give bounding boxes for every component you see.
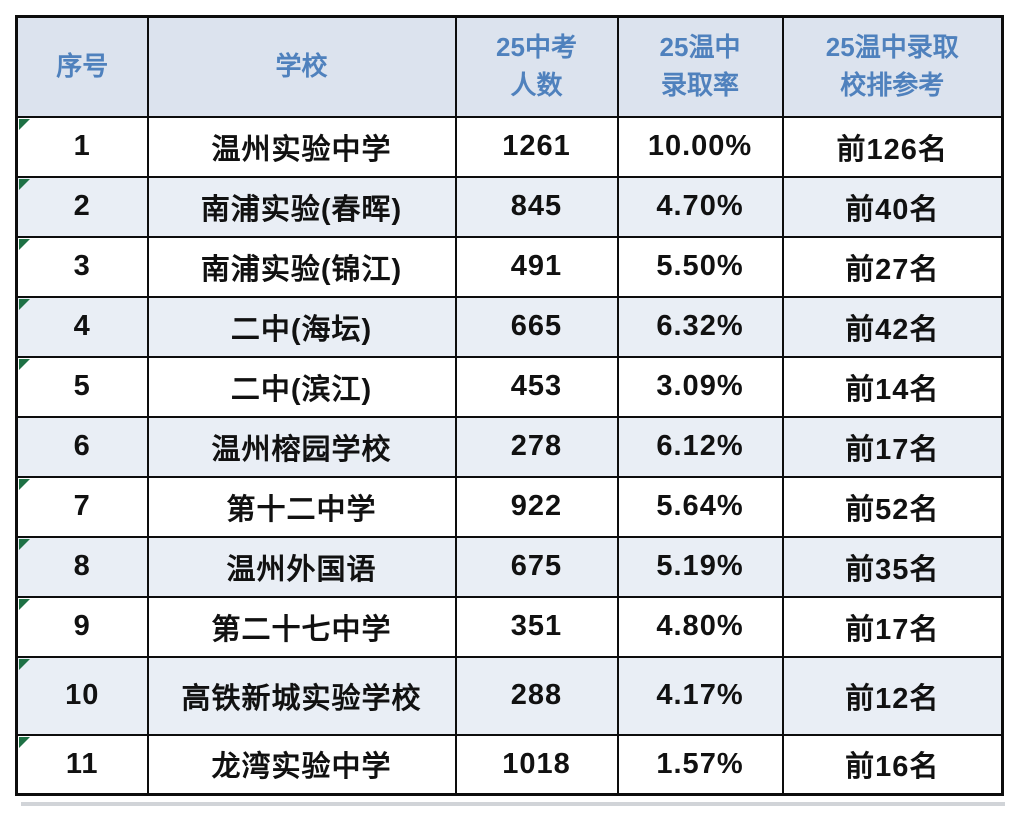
- rank-cell: 前12名: [781, 655, 1004, 736]
- school-cell: 温州实验中学: [146, 115, 457, 178]
- admission-rate-cell: 10.00%: [616, 115, 784, 178]
- row-index-cell: 7: [15, 475, 149, 538]
- table-row: 2 南浦实验(春晖) 845 4.70% 前40名: [15, 175, 1004, 238]
- row-index: 10: [65, 679, 100, 711]
- admission-rate-cell: 5.50%: [616, 235, 784, 298]
- admission-rate-cell: 5.64%: [616, 475, 784, 538]
- row-index-cell: 6: [15, 415, 149, 478]
- row-index-cell: 9: [15, 595, 149, 658]
- admission-rate-cell: 4.70%: [616, 175, 784, 238]
- admission-rate-cell: 6.12%: [616, 415, 784, 478]
- rank-cell: 前35名: [781, 535, 1004, 598]
- school-cell: 南浦实验(春晖): [146, 175, 457, 238]
- row-index: 6: [73, 430, 91, 462]
- row-index-cell: 5: [15, 355, 149, 418]
- school-cell: 第二十七中学: [146, 595, 457, 658]
- header-row: 序号 学校 25中考 人数 25温中 录取率 25温中录取 校排参考: [15, 15, 1004, 118]
- row-index-cell: 1: [15, 115, 149, 178]
- error-marker-icon: [19, 178, 30, 190]
- column-header-index: 序号: [15, 15, 149, 118]
- error-marker-icon: [19, 238, 30, 250]
- table-row: 5 二中(滨江) 453 3.09% 前14名: [15, 355, 1004, 418]
- rank-cell: 前126名: [781, 115, 1004, 178]
- exam-count-cell: 1018: [454, 733, 619, 796]
- exam-count-cell: 351: [454, 595, 619, 658]
- column-header-rank-reference: 25温中录取 校排参考: [781, 15, 1004, 118]
- exam-count-cell: 278: [454, 415, 619, 478]
- table-row: 8 温州外国语 675 5.19% 前35名: [15, 535, 1004, 598]
- rank-cell: 前17名: [781, 415, 1004, 478]
- row-index-cell: 2: [15, 175, 149, 238]
- rank-cell: 前42名: [781, 295, 1004, 358]
- row-index: 7: [73, 490, 91, 522]
- rank-cell: 前16名: [781, 733, 1004, 796]
- rank-cell: 前52名: [781, 475, 1004, 538]
- school-cell: 二中(海坛): [146, 295, 457, 358]
- school-cell: 龙湾实验中学: [146, 733, 457, 796]
- admission-rate-cell: 4.80%: [616, 595, 784, 658]
- row-index: 4: [73, 310, 91, 342]
- exam-count-cell: 288: [454, 655, 619, 736]
- exam-count-cell: 665: [454, 295, 619, 358]
- rank-cell: 前40名: [781, 175, 1004, 238]
- column-header-school: 学校: [146, 15, 457, 118]
- school-cell: 二中(滨江): [146, 355, 457, 418]
- table-bottom-shadow: [21, 802, 1005, 806]
- exam-count-cell: 922: [454, 475, 619, 538]
- admission-rate-cell: 4.17%: [616, 655, 784, 736]
- row-index: 5: [73, 370, 91, 402]
- row-index: 2: [73, 190, 91, 222]
- rank-cell: 前17名: [781, 595, 1004, 658]
- table-row: 1 温州实验中学 1261 10.00% 前126名: [15, 115, 1004, 178]
- table-row: 7 第十二中学 922 5.64% 前52名: [15, 475, 1004, 538]
- error-marker-icon: [19, 538, 30, 550]
- row-index: 8: [73, 550, 91, 582]
- column-header-exam-count: 25中考 人数: [454, 15, 619, 118]
- rank-cell: 前27名: [781, 235, 1004, 298]
- admission-rate-cell: 6.32%: [616, 295, 784, 358]
- row-index-cell: 10: [15, 655, 149, 736]
- admission-rate-cell: 1.57%: [616, 733, 784, 796]
- table-row: 4 二中(海坛) 665 6.32% 前42名: [15, 295, 1004, 358]
- error-marker-icon: [19, 736, 30, 748]
- exam-count-cell: 1261: [454, 115, 619, 178]
- school-cell: 高铁新城实验学校: [146, 655, 457, 736]
- row-index-cell: 4: [15, 295, 149, 358]
- row-index-cell: 3: [15, 235, 149, 298]
- table-row: 11 龙湾实验中学 1018 1.57% 前16名: [15, 733, 1004, 796]
- table-row: 3 南浦实验(锦江) 491 5.50% 前27名: [15, 235, 1004, 298]
- admission-rate-cell: 5.19%: [616, 535, 784, 598]
- table-row: 10 高铁新城实验学校 288 4.17% 前12名: [15, 655, 1004, 736]
- school-cell: 第十二中学: [146, 475, 457, 538]
- error-marker-icon: [19, 478, 30, 490]
- school-cell: 南浦实验(锦江): [146, 235, 457, 298]
- row-index: 9: [73, 610, 91, 642]
- school-cell: 温州榕园学校: [146, 415, 457, 478]
- column-header-admission-rate: 25温中 录取率: [616, 15, 784, 118]
- error-marker-icon: [19, 598, 30, 610]
- rank-cell: 前14名: [781, 355, 1004, 418]
- row-index-cell: 11: [15, 733, 149, 796]
- exam-count-cell: 845: [454, 175, 619, 238]
- exam-count-cell: 453: [454, 355, 619, 418]
- admission-rate-cell: 3.09%: [616, 355, 784, 418]
- row-index-cell: 8: [15, 535, 149, 598]
- error-marker-icon: [19, 358, 30, 370]
- exam-count-cell: 675: [454, 535, 619, 598]
- school-cell: 温州外国语: [146, 535, 457, 598]
- admission-table-wrap: 序号 学校 25中考 人数 25温中 录取率 25温中录取 校排参考 1 温州实…: [15, 15, 1005, 806]
- exam-count-cell: 491: [454, 235, 619, 298]
- school-admission-table: 序号 学校 25中考 人数 25温中 录取率 25温中录取 校排参考 1 温州实…: [15, 15, 1004, 796]
- table-row: 9 第二十七中学 351 4.80% 前17名: [15, 595, 1004, 658]
- row-index: 3: [73, 250, 91, 282]
- table-row: 6 温州榕园学校 278 6.12% 前17名: [15, 415, 1004, 478]
- error-marker-icon: [19, 118, 30, 130]
- error-marker-icon: [19, 658, 30, 670]
- error-marker-icon: [19, 298, 30, 310]
- row-index: 11: [65, 747, 99, 780]
- row-index: 1: [73, 130, 91, 162]
